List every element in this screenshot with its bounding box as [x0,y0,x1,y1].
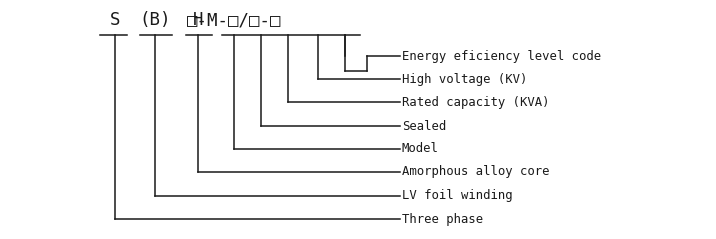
Text: Amorphous alloy core: Amorphous alloy core [402,165,549,179]
Text: S: S [110,11,120,29]
Text: Model: Model [402,142,439,156]
Text: H: H [193,11,203,29]
Text: Energy eficiency level code: Energy eficiency level code [402,49,601,63]
Text: Rated capacity (KVA): Rated capacity (KVA) [402,96,549,109]
Text: Three phase: Three phase [402,212,483,226]
Text: □-M-□/□-□: □-M-□/□-□ [187,11,281,29]
Text: High voltage (KV): High voltage (KV) [402,72,528,86]
Text: (B): (B) [139,11,170,29]
Text: LV foil winding: LV foil winding [402,190,513,202]
Text: Sealed: Sealed [402,120,446,132]
